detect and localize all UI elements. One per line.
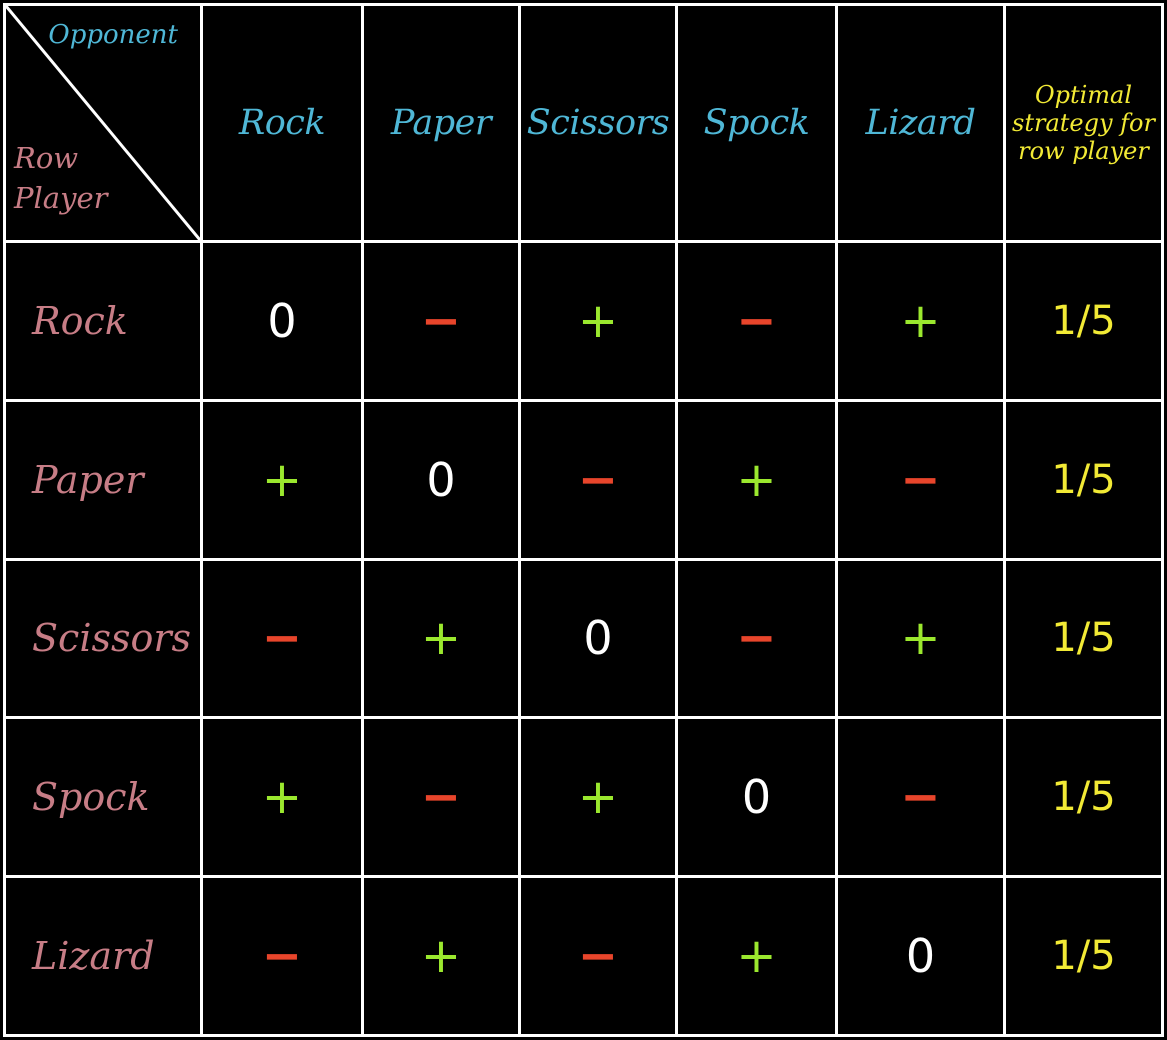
column-header-paper: Paper [361, 3, 521, 243]
optimal-strategy-header: Optimal strategy for row player [1003, 3, 1164, 243]
probability-value: 1/5 [1051, 615, 1116, 662]
payoff-cell: − [361, 240, 521, 402]
probability-value: 1/5 [1051, 933, 1116, 980]
payoff-cell: 0 [675, 716, 838, 879]
payoff-matrix: Opponent Row Player Rock Paper Scissors … [3, 3, 1164, 1037]
payoff-cell: + [518, 240, 678, 402]
row-header-lizard: Lizard [3, 875, 203, 1037]
payoff-cell: + [200, 398, 364, 561]
plus-symbol: + [261, 451, 303, 508]
probability-value: 1/5 [1051, 774, 1116, 821]
minus-symbol: − [577, 451, 619, 508]
row-header-spock: Spock [3, 716, 203, 879]
probability-value: 1/5 [1051, 456, 1116, 503]
probability-value: 1/5 [1051, 297, 1116, 344]
row-header-rock: Rock [3, 240, 203, 402]
corner-cell: Opponent Row Player [3, 3, 203, 243]
payoff-cell: − [835, 716, 1006, 879]
zero-symbol: 0 [426, 452, 456, 507]
probability-cell: 1/5 [1003, 716, 1164, 879]
matrix-row: Spock + − +0 − 1/5 [3, 716, 1164, 879]
plus-symbol: + [261, 769, 303, 826]
payoff-cell: + [361, 557, 521, 720]
probability-cell: 1/5 [1003, 398, 1164, 561]
plus-symbol: + [420, 610, 462, 667]
probability-cell: 1/5 [1003, 557, 1164, 720]
payoff-cell: − [361, 716, 521, 879]
payoff-cell: + [200, 716, 364, 879]
column-header-scissors: Scissors [518, 3, 678, 243]
matrix-body: Rock 0 − + − +1/5 Paper +0 − + − 1/5 Scissors − +0 − +1/… [3, 240, 1164, 1037]
minus-symbol: − [900, 451, 941, 508]
payoff-cell: + [835, 557, 1006, 720]
payoff-cell: − [835, 398, 1006, 561]
header-row: Opponent Row Player Rock Paper Scissors … [3, 3, 1164, 243]
payoff-cell: 0 [200, 240, 364, 402]
plus-symbol: + [736, 928, 777, 985]
matrix-row: Rock 0 − + − +1/5 [3, 240, 1164, 402]
payoff-cell: + [675, 875, 838, 1037]
matrix-row: Lizard − + − +0 1/5 [3, 875, 1164, 1037]
payoff-cell: 0 [835, 875, 1006, 1037]
minus-symbol: − [261, 610, 303, 667]
plus-symbol: + [900, 292, 941, 349]
minus-symbol: − [736, 292, 777, 349]
zero-symbol: 0 [905, 929, 936, 984]
minus-symbol: − [577, 928, 619, 985]
payoff-cell: − [675, 557, 838, 720]
probability-cell: 1/5 [1003, 240, 1164, 402]
corner-diagonal [7, 7, 199, 239]
payoff-cell: 0 [518, 557, 678, 720]
minus-symbol: − [420, 769, 462, 826]
payoff-cell: + [518, 716, 678, 879]
plus-symbol: + [577, 292, 619, 349]
payoff-cell: − [518, 875, 678, 1037]
minus-symbol: − [736, 610, 777, 667]
plus-symbol: + [736, 451, 777, 508]
column-header-spock: Spock [675, 3, 838, 243]
payoff-cell: + [835, 240, 1006, 402]
zero-symbol: 0 [583, 611, 613, 666]
payoff-cell: 0 [361, 398, 521, 561]
row-player-label: Row Player [14, 141, 108, 215]
plus-symbol: + [577, 769, 619, 826]
column-header-rock: Rock [200, 3, 364, 243]
row-header-scissors: Scissors [3, 557, 203, 720]
minus-symbol: − [420, 292, 462, 349]
plus-symbol: + [420, 928, 462, 985]
minus-symbol: − [900, 769, 941, 826]
payoff-cell: + [675, 398, 838, 561]
minus-symbol: − [261, 928, 303, 985]
matrix-row: Paper +0 − + − 1/5 [3, 398, 1164, 561]
probability-cell: 1/5 [1003, 875, 1164, 1037]
payoff-cell: − [200, 557, 364, 720]
matrix-row: Scissors − +0 − +1/5 [3, 557, 1164, 720]
row-header-paper: Paper [3, 398, 203, 561]
payoff-cell: − [200, 875, 364, 1037]
payoff-cell: − [675, 240, 838, 402]
payoff-cell: − [518, 398, 678, 561]
plus-symbol: + [900, 610, 941, 667]
opponent-label: Opponent [48, 20, 178, 50]
payoff-cell: + [361, 875, 521, 1037]
zero-symbol: 0 [267, 293, 297, 348]
zero-symbol: 0 [741, 770, 772, 825]
column-header-lizard: Lizard [835, 3, 1006, 243]
